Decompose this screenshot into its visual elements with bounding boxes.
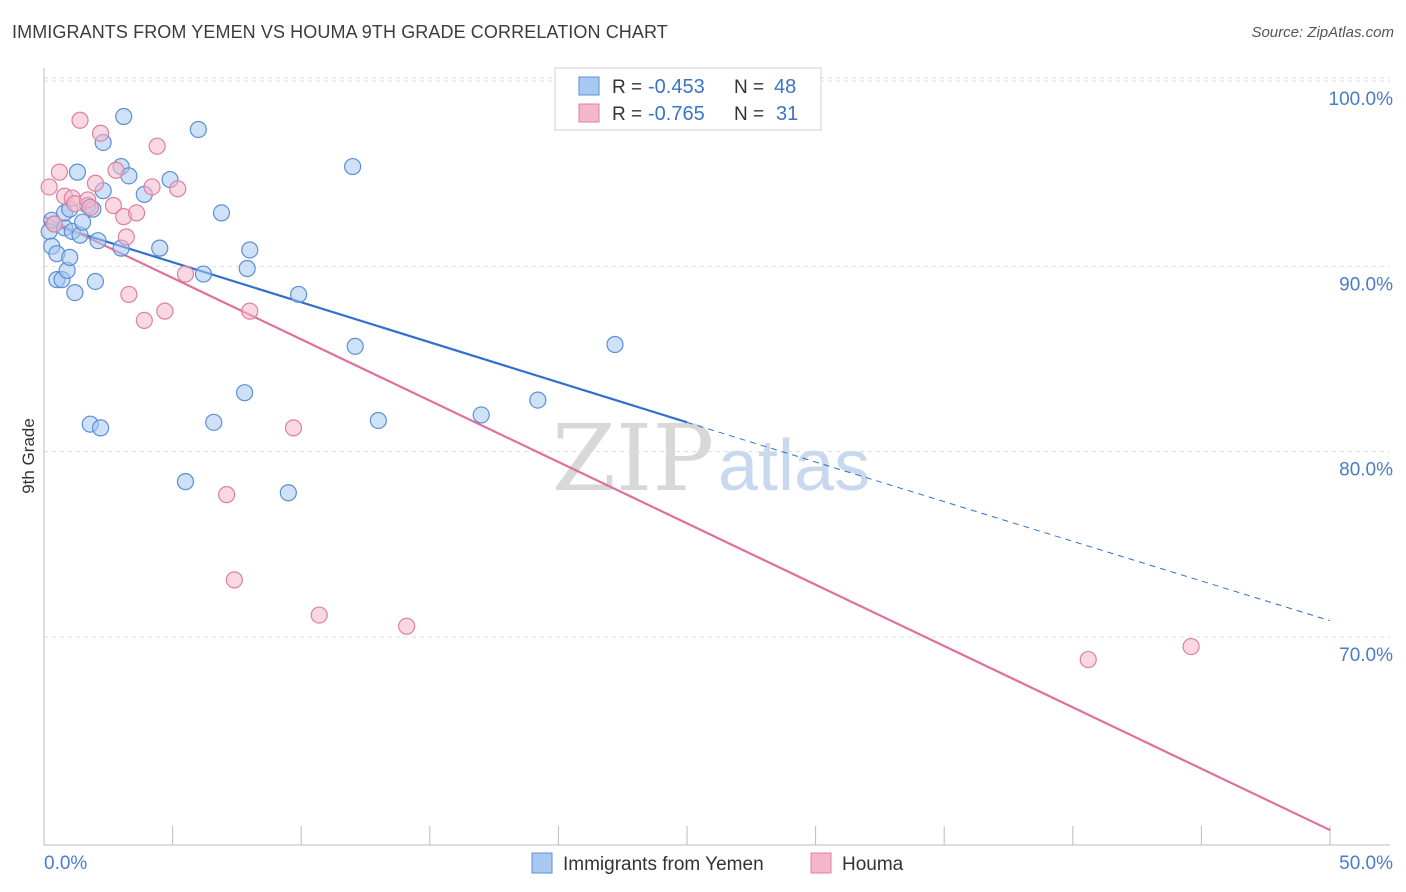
x-axis-ticks [43, 826, 1331, 845]
point-houma-16 [135, 311, 153, 329]
point-houma-26 [310, 606, 328, 624]
series-legend: Immigrants from Yemen Houma [531, 852, 904, 875]
source-credit: Source: ZipAtlas.com [1251, 24, 1394, 41]
stats-r-value-yemen: -0.453 [648, 76, 705, 98]
point-yemen-43 [369, 411, 387, 430]
point-houma-1 [50, 163, 69, 181]
series-houma-points [40, 111, 1200, 669]
point-yemen-32 [176, 473, 195, 491]
point-houma-28 [1079, 650, 1097, 669]
point-houma-8 [86, 174, 105, 192]
stats-r-label-houma: R = [612, 104, 642, 125]
stats-n-value-houma: 31 [776, 103, 798, 125]
chart-title: IMMIGRANTS FROM YEMEN VS HOUMA 9TH GRADE… [12, 22, 668, 42]
point-houma-15 [127, 204, 146, 222]
point-yemen-10 [61, 248, 79, 266]
point-houma-30 [45, 215, 63, 233]
point-houma-27 [398, 617, 416, 635]
point-houma-29 [1182, 637, 1200, 656]
stats-n-value-yemen: 48 [774, 76, 796, 98]
trend-line-yemen-extension [686, 421, 1331, 622]
point-yemen-39 [279, 484, 297, 502]
point-yemen-44 [472, 406, 490, 424]
trend-line-yemen [43, 221, 688, 424]
point-yemen-36 [236, 384, 254, 402]
point-yemen-34 [194, 265, 213, 283]
point-houma-10 [104, 196, 123, 215]
point-houma-22 [218, 486, 236, 504]
point-yemen-38 [241, 241, 259, 259]
point-houma-19 [156, 302, 174, 320]
point-houma-25 [284, 419, 303, 437]
y-tick-label-90: 90.0% [1339, 274, 1393, 295]
legend-swatch-yemen [531, 852, 553, 874]
y-tick-label-80: 80.0% [1339, 460, 1393, 481]
point-yemen-42 [346, 337, 364, 355]
stats-r-label-yemen: R = [612, 77, 642, 98]
point-yemen-16 [73, 213, 92, 231]
y-tick-label-100: 100.0% [1329, 89, 1394, 110]
x-tick-label-max: 50.0% [1339, 853, 1393, 874]
stats-n-label-yemen: N = [734, 77, 764, 98]
point-houma-14 [120, 285, 138, 304]
trend-lines [43, 215, 1331, 832]
point-yemen-45 [529, 391, 547, 409]
point-yemen-22 [91, 419, 110, 437]
legend-swatch-houma [810, 852, 832, 874]
gridlines [44, 77, 1390, 638]
point-yemen-14 [68, 163, 87, 181]
legend-label-yemen: Immigrants from Yemen [563, 854, 764, 875]
point-yemen-46 [606, 335, 624, 354]
point-houma-17 [143, 178, 161, 196]
point-yemen-30 [151, 239, 169, 257]
watermark-atlas: atlas [718, 426, 870, 506]
point-yemen-35 [212, 204, 231, 222]
point-houma-0 [40, 178, 58, 196]
stats-r-value-houma: -0.765 [648, 103, 705, 125]
point-houma-13 [117, 228, 135, 246]
stats-legend: R = -0.453 N = 48 R = -0.765 N = 31 [554, 67, 822, 131]
point-houma-24 [241, 302, 259, 320]
point-yemen-33 [189, 120, 207, 139]
y-tick-label-70: 70.0% [1339, 645, 1393, 666]
point-houma-21 [176, 265, 195, 283]
trend-line-houma [43, 215, 1331, 832]
point-houma-11 [107, 161, 125, 179]
y-axis-label: 9th Grade [19, 418, 38, 494]
point-houma-9 [91, 124, 110, 142]
point-yemen-41 [344, 157, 362, 176]
watermark-zip: ZIP [552, 405, 714, 512]
point-yemen-37 [238, 259, 256, 278]
point-yemen-27 [115, 107, 133, 126]
point-houma-7 [81, 198, 99, 216]
point-yemen-21 [89, 232, 107, 250]
point-yemen-47 [205, 413, 223, 431]
stats-legend-swatch-yemen [578, 76, 600, 96]
point-yemen-40 [290, 285, 308, 304]
point-houma-20 [169, 180, 187, 198]
stats-legend-swatch-houma [578, 103, 600, 123]
series-yemen-points [40, 107, 624, 502]
stats-n-label-houma: N = [734, 104, 764, 125]
point-houma-23 [225, 571, 243, 589]
point-yemen-13 [66, 284, 84, 302]
y-tick-labels: 100.0% 90.0% 80.0% 70.0% [1329, 89, 1394, 666]
point-houma-5 [71, 111, 89, 129]
x-tick-label-min: 0.0% [44, 853, 87, 874]
point-yemen-20 [86, 272, 105, 291]
point-houma-18 [148, 137, 166, 155]
legend-label-houma: Houma [842, 854, 904, 875]
